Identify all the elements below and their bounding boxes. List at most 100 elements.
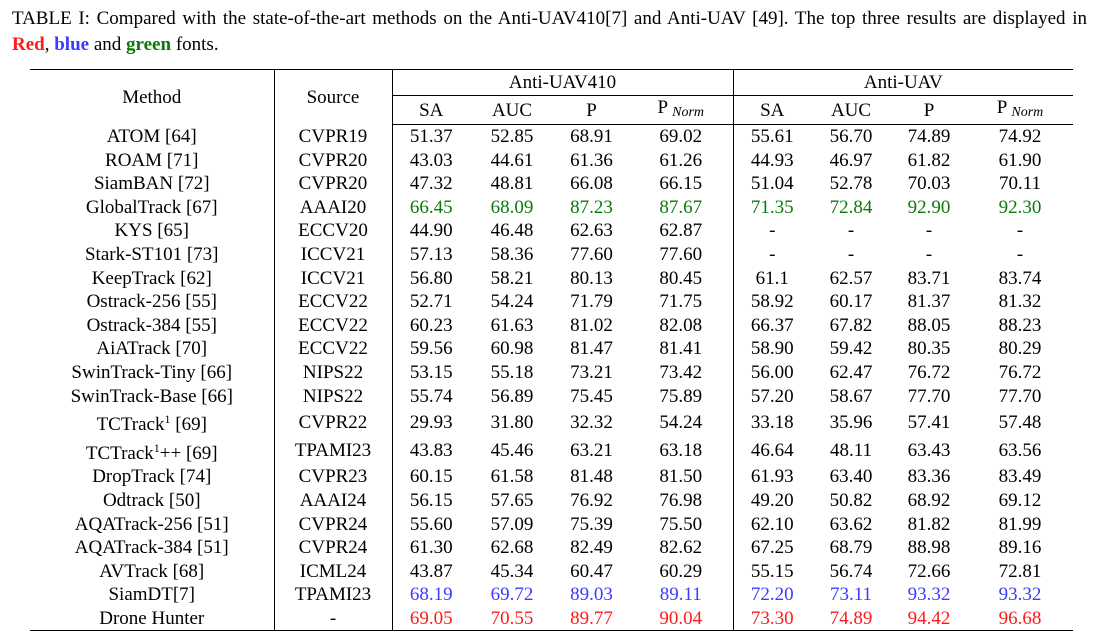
table-row: Drone Hunter -69.05 70.55 89.77 90.04 73.30 74… xyxy=(30,606,1074,631)
cell-source: ICML24 xyxy=(274,559,393,584)
cell-value: 94.42 xyxy=(891,606,968,631)
cell-value: 92.30 xyxy=(998,196,1042,218)
cell-source: CVPR20 xyxy=(274,148,393,173)
cell-value: 62.68 xyxy=(490,537,534,559)
method-superscript: 1 xyxy=(164,412,171,427)
cell-value: 81.82 xyxy=(907,513,951,535)
cell-value: - xyxy=(925,220,933,242)
cell-value: - xyxy=(925,243,933,265)
cell-source: AAAI20 xyxy=(274,195,393,220)
cell-method: KeepTrack [62] xyxy=(30,266,275,291)
cell-value: 73.30 xyxy=(733,606,812,631)
cell-value: 63.43 xyxy=(907,440,951,462)
cell-value: 58.36 xyxy=(490,243,534,265)
header-metric: P xyxy=(554,95,629,125)
table-row: ROAM [71] CVPR20 43.03 44.61 61.36 61.26 44.93… xyxy=(30,148,1073,173)
table-row: Ostrack-256 [55] ECCV22 52.71 54.24 71.79 71.… xyxy=(30,290,1073,314)
cell-value: 81.99 xyxy=(998,513,1042,535)
cell-method: SiamDT[7] xyxy=(30,583,275,607)
cell-value: 56.70 xyxy=(829,126,873,147)
cell-value: 63.40 xyxy=(829,466,873,488)
table-row: GlobalTrack [67] AAAI20 66.45 68.09 87.23 87.… xyxy=(30,195,1073,220)
cell-method: SiamBAN [72] xyxy=(30,172,275,196)
cell-value: 69.12 xyxy=(998,489,1042,511)
cell-value: 66.08 xyxy=(570,173,613,195)
cell-value: 87.67 xyxy=(629,195,734,220)
cell-value: 58.67 xyxy=(829,385,873,407)
cell-value: 62.47 xyxy=(829,361,873,383)
table-caption: TABLE I: Compared with the state-of-the-… xyxy=(12,6,1087,58)
cell-source: TPAMI23 xyxy=(274,436,393,466)
cell-method: Ostrack-384 [55] xyxy=(30,313,275,338)
cell-source: AAAI24 xyxy=(274,488,393,513)
cell-value: 61.82 xyxy=(907,149,951,171)
cell-value: 82.08 xyxy=(629,313,734,338)
cell-value: 80.35 xyxy=(907,338,951,360)
norm-subscript: Norm xyxy=(1011,105,1044,120)
cell-value: 76.92 xyxy=(570,489,613,511)
caption-text: TABLE I: Compared with the state-of-the-… xyxy=(12,8,1087,29)
cell-value: 76.72 xyxy=(907,361,951,383)
cell-value: 88.98 xyxy=(907,537,951,559)
cell-value: 81.41 xyxy=(629,337,734,361)
cell-method: Stark-ST101 [73] xyxy=(30,242,275,267)
cell-value: 75.50 xyxy=(629,512,734,537)
cell-value: 83.49 xyxy=(998,466,1042,488)
cell-method: AQATrack-384 [51] xyxy=(30,536,275,560)
table-row: SwinTrack-Base [66] NIPS22 55.74 56.89 75.45… xyxy=(30,384,1073,409)
cell-value: 43.03 xyxy=(409,149,453,171)
cell-value: 70.11 xyxy=(999,173,1042,195)
table-row: KYS [65] ECCV20 44.90 46.48 62.63 62.87 - - - - xyxy=(30,219,1073,243)
caption-sep-1: , xyxy=(44,34,55,55)
cell-value: 43.83 xyxy=(409,440,453,462)
cell-value: 76.98 xyxy=(629,488,734,513)
table-row: ATOM [64] CVPR19 51.37 52.85 68.91 69.02 55.61… xyxy=(30,124,1073,149)
cell-value: 57.09 xyxy=(490,513,534,535)
cell-method: TCTrack1 [69] xyxy=(30,408,275,437)
method-suffix: [69] xyxy=(170,414,207,436)
cell-value: 48.81 xyxy=(490,173,534,195)
cell-value: 81.32 xyxy=(998,291,1042,313)
cell-value: 80.29 xyxy=(998,338,1042,360)
cell-method: ROAM [71] xyxy=(30,148,275,173)
cell-value: 48.11 xyxy=(829,440,873,462)
table-row: SiamBAN [72] CVPR20 47.32 48.81 66.08 66.15 51… xyxy=(30,172,1073,196)
cell-value: 70.03 xyxy=(907,173,951,195)
cell-value: 52.78 xyxy=(829,173,873,195)
cell-value: 55.74 xyxy=(409,385,453,407)
cell-value: 59.56 xyxy=(409,338,453,360)
cell-value: 75.39 xyxy=(570,513,613,535)
cell-value: 88.23 xyxy=(998,314,1042,336)
cell-source: CVPR20 xyxy=(274,172,393,196)
header-source: Source xyxy=(274,69,393,125)
cell-value: 81.02 xyxy=(570,314,613,336)
cell-value: 82.49 xyxy=(570,537,613,559)
header-metric: SA xyxy=(392,95,470,125)
cell-source: CVPR24 xyxy=(274,536,393,560)
cell-value: 81.37 xyxy=(907,291,951,313)
cell-method: SwinTrack-Tiny [66] xyxy=(30,360,275,385)
cell-value: 71.75 xyxy=(629,290,734,314)
table-row: AVTrack [68] ICML24 43.87 45.34 60.47 60.29 55… xyxy=(30,559,1073,584)
header-group-anti-uav410: Anti-UAV410 xyxy=(392,69,734,96)
cell-value: 51.37 xyxy=(409,126,453,147)
cell-value: 45.34 xyxy=(490,560,534,582)
cell-value: 89.11 xyxy=(629,583,734,607)
cell-value: 66.45 xyxy=(409,196,453,218)
header-group-anti-uav: Anti-UAV xyxy=(733,69,1074,96)
cell-method: Odtrack [50] xyxy=(30,488,275,513)
cell-value: 57.48 xyxy=(998,411,1042,433)
header-metric: AUC xyxy=(811,95,892,125)
table-row: AQATrack-384 [51] CVPR24 61.30 62.68 82.49 82… xyxy=(30,536,1073,560)
caption-green-word: green xyxy=(126,34,172,55)
cell-method: KYS [65] xyxy=(30,219,275,243)
caption-red-word: Red xyxy=(12,34,45,55)
cell-value: 69.02 xyxy=(629,124,734,149)
cell-value: 93.32 xyxy=(907,584,951,606)
cell-value: 45.46 xyxy=(490,440,534,462)
cell-value: 61.63 xyxy=(490,314,534,336)
cell-value: 54.24 xyxy=(629,408,734,437)
cell-value: 56.89 xyxy=(490,385,534,407)
cell-source: CVPR23 xyxy=(274,465,393,489)
cell-value: 89.77 xyxy=(554,606,629,631)
